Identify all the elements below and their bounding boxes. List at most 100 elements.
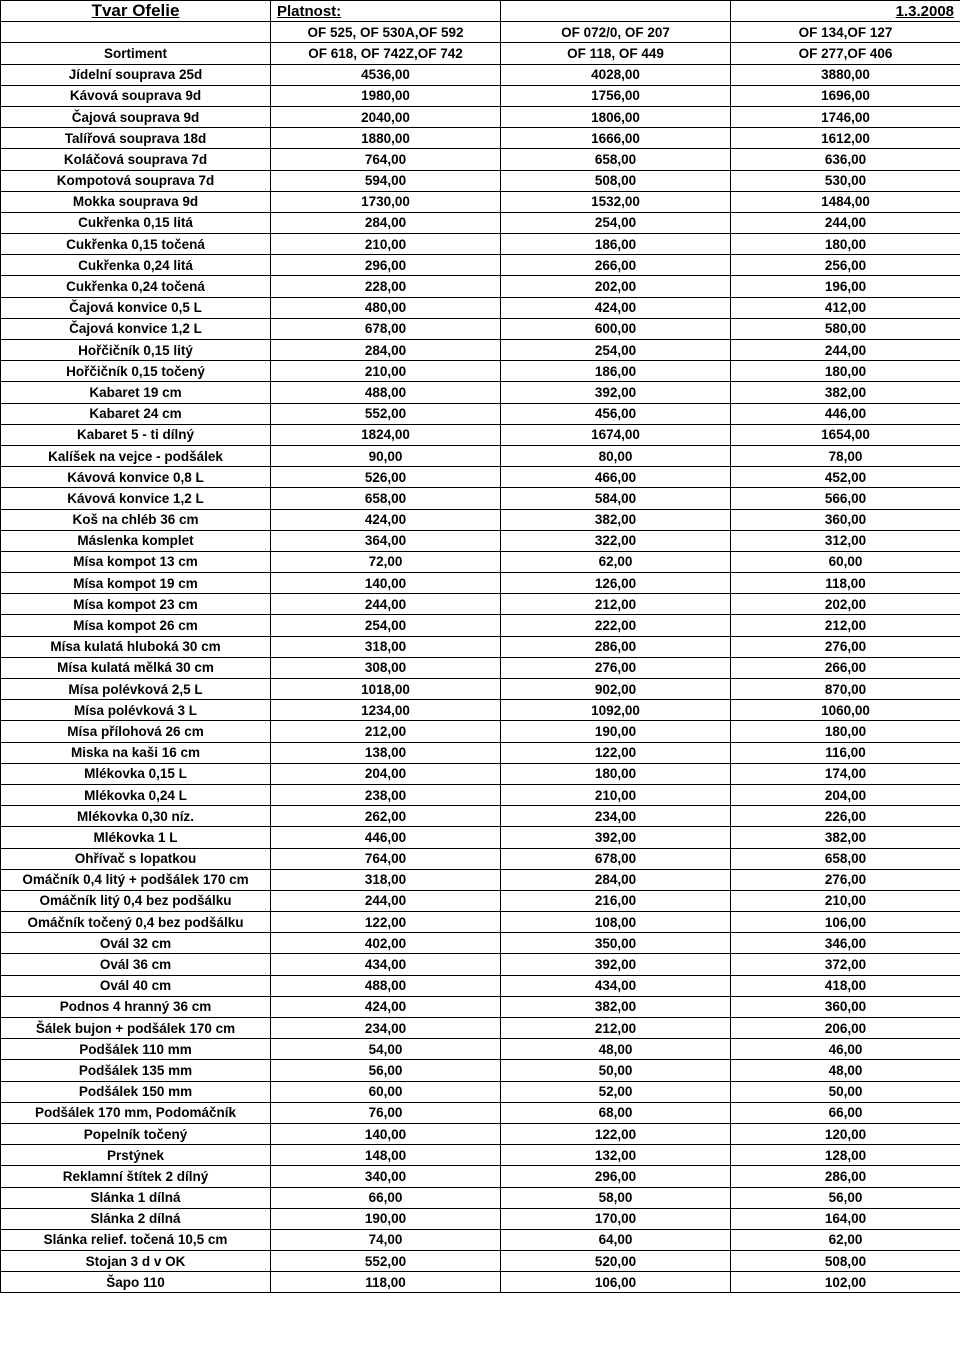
table-row: Omáčník litý 0,4 bez podšálku244,00216,0… bbox=[1, 890, 960, 911]
item-name: Mísa polévková 3 L bbox=[1, 700, 271, 721]
price-cell: 1612,00 bbox=[731, 128, 960, 149]
price-cell: 364,00 bbox=[271, 530, 501, 551]
price-cell: 72,00 bbox=[271, 551, 501, 572]
price-cell: 68,00 bbox=[501, 1102, 731, 1123]
platnost-label: Platnost: bbox=[271, 1, 501, 22]
price-cell: 64,00 bbox=[501, 1229, 731, 1250]
item-name: Kabaret 5 - ti dílný bbox=[1, 424, 271, 445]
price-cell: 286,00 bbox=[501, 636, 731, 657]
price-cell: 594,00 bbox=[271, 170, 501, 191]
table-row: Koláčová souprava 7d764,00658,00636,00 bbox=[1, 149, 960, 170]
price-cell: 190,00 bbox=[271, 1208, 501, 1229]
item-name: Mlékovka 0,30 níz. bbox=[1, 806, 271, 827]
item-name: Ovál 32 cm bbox=[1, 933, 271, 954]
table-row: Koš na chléb 36 cm424,00382,00360,00 bbox=[1, 509, 960, 530]
hdr3-c2: OF 118, OF 449 bbox=[501, 43, 731, 64]
price-cell: 276,00 bbox=[731, 636, 960, 657]
price-cell: 180,00 bbox=[501, 763, 731, 784]
price-cell: 122,00 bbox=[501, 742, 731, 763]
price-cell: 508,00 bbox=[731, 1251, 960, 1272]
table-row: Podšálek 150 mm60,0052,0050,00 bbox=[1, 1081, 960, 1102]
price-cell: 234,00 bbox=[501, 806, 731, 827]
item-name: Čajová souprava 9d bbox=[1, 106, 271, 127]
price-cell: 412,00 bbox=[731, 297, 960, 318]
price-cell: 296,00 bbox=[271, 255, 501, 276]
item-name: Jídelní souprava 25d bbox=[1, 64, 271, 85]
price-cell: 210,00 bbox=[501, 784, 731, 805]
header-row-1: Tvar Ofelie Platnost: 1.3.2008 bbox=[1, 1, 960, 22]
price-cell: 1756,00 bbox=[501, 85, 731, 106]
item-name: Cukřenka 0,24 litá bbox=[1, 255, 271, 276]
table-row: Popelník točený140,00122,00120,00 bbox=[1, 1123, 960, 1144]
item-name: Slánka relief. točená 10,5 cm bbox=[1, 1229, 271, 1250]
price-cell: 382,00 bbox=[731, 827, 960, 848]
table-row: Čajová konvice 0,5 L480,00424,00412,00 bbox=[1, 297, 960, 318]
price-cell: 164,00 bbox=[731, 1208, 960, 1229]
item-name: Omáčník točený 0,4 bez podšálku bbox=[1, 912, 271, 933]
table-row: Mísa kompot 23 cm244,00212,00202,00 bbox=[1, 594, 960, 615]
price-cell: 254,00 bbox=[501, 340, 731, 361]
item-name: Podnos 4 hranný 36 cm bbox=[1, 996, 271, 1017]
price-cell: 132,00 bbox=[501, 1145, 731, 1166]
hdr2-c3: OF 134,OF 127 bbox=[731, 22, 960, 43]
price-cell: 1824,00 bbox=[271, 424, 501, 445]
table-row: Mlékovka 0,30 níz.262,00234,00226,00 bbox=[1, 806, 960, 827]
price-cell: 56,00 bbox=[731, 1187, 960, 1208]
item-name: Mísa kompot 23 cm bbox=[1, 594, 271, 615]
price-cell: 54,00 bbox=[271, 1039, 501, 1060]
price-cell: 60,00 bbox=[731, 551, 960, 572]
price-cell: 584,00 bbox=[501, 488, 731, 509]
price-cell: 456,00 bbox=[501, 403, 731, 424]
price-cell: 488,00 bbox=[271, 382, 501, 403]
price-cell: 678,00 bbox=[271, 318, 501, 339]
price-cell: 434,00 bbox=[501, 975, 731, 996]
item-name: Ovál 40 cm bbox=[1, 975, 271, 996]
price-cell: 118,00 bbox=[271, 1272, 501, 1293]
price-cell: 1746,00 bbox=[731, 106, 960, 127]
price-cell: 488,00 bbox=[271, 975, 501, 996]
price-cell: 1234,00 bbox=[271, 700, 501, 721]
price-cell: 120,00 bbox=[731, 1123, 960, 1144]
price-cell: 212,00 bbox=[731, 615, 960, 636]
item-name: Mokka souprava 9d bbox=[1, 191, 271, 212]
price-cell: 128,00 bbox=[731, 1145, 960, 1166]
price-cell: 520,00 bbox=[501, 1251, 731, 1272]
price-cell: 78,00 bbox=[731, 445, 960, 466]
table-row: Hořčičník 0,15 litý284,00254,00244,00 bbox=[1, 340, 960, 361]
table-row: Kávová souprava 9d1980,001756,001696,00 bbox=[1, 85, 960, 106]
price-cell: 1674,00 bbox=[501, 424, 731, 445]
table-row: Reklamní štítek 2 dílný340,00296,00286,0… bbox=[1, 1166, 960, 1187]
price-cell: 46,00 bbox=[731, 1039, 960, 1060]
price-cell: 254,00 bbox=[501, 212, 731, 233]
price-cell: 180,00 bbox=[731, 721, 960, 742]
table-row: Slánka 2 dílná190,00170,00164,00 bbox=[1, 1208, 960, 1229]
item-name: Kalíšek na vejce - podšálek bbox=[1, 445, 271, 466]
price-cell: 74,00 bbox=[271, 1229, 501, 1250]
price-cell: 56,00 bbox=[271, 1060, 501, 1081]
price-cell: 210,00 bbox=[731, 890, 960, 911]
price-cell: 552,00 bbox=[271, 403, 501, 424]
item-name: Omáčník litý 0,4 bez podšálku bbox=[1, 890, 271, 911]
header-row-3: Sortiment OF 618, OF 742Z,OF 742 OF 118,… bbox=[1, 43, 960, 64]
table-row: Mlékovka 1 L446,00392,00382,00 bbox=[1, 827, 960, 848]
item-name: Cukřenka 0,24 točená bbox=[1, 276, 271, 297]
price-cell: 48,00 bbox=[731, 1060, 960, 1081]
price-cell: 266,00 bbox=[501, 255, 731, 276]
table-row: Mísa polévková 3 L1234,001092,001060,00 bbox=[1, 700, 960, 721]
price-cell: 140,00 bbox=[271, 1123, 501, 1144]
hdr2-c2: OF 072/0, OF 207 bbox=[501, 22, 731, 43]
table-row: Mísa polévková 2,5 L1018,00902,00870,00 bbox=[1, 679, 960, 700]
price-cell: 284,00 bbox=[271, 212, 501, 233]
item-name: Mísa kompot 19 cm bbox=[1, 573, 271, 594]
price-cell: 212,00 bbox=[271, 721, 501, 742]
price-cell: 318,00 bbox=[271, 869, 501, 890]
price-cell: 296,00 bbox=[501, 1166, 731, 1187]
price-cell: 658,00 bbox=[271, 488, 501, 509]
price-cell: 52,00 bbox=[501, 1081, 731, 1102]
table-row: Mísa kulatá hluboká 30 cm318,00286,00276… bbox=[1, 636, 960, 657]
item-name: Slánka 1 dílná bbox=[1, 1187, 271, 1208]
price-cell: 1060,00 bbox=[731, 700, 960, 721]
price-cell: 102,00 bbox=[731, 1272, 960, 1293]
table-row: Mokka souprava 9d1730,001532,001484,00 bbox=[1, 191, 960, 212]
price-cell: 1980,00 bbox=[271, 85, 501, 106]
